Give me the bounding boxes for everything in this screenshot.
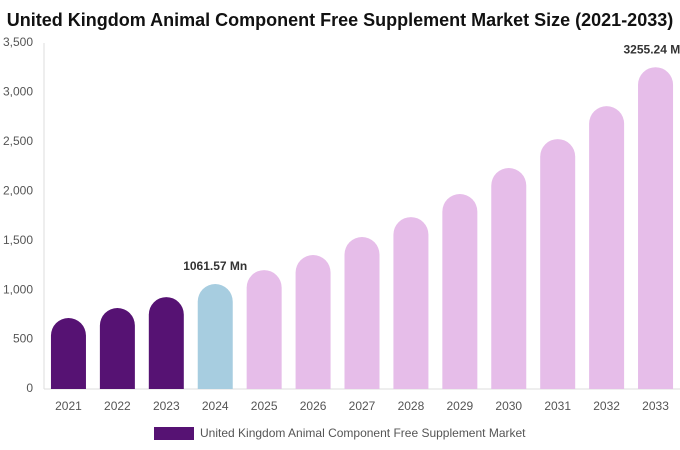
bar bbox=[589, 106, 625, 389]
bar bbox=[491, 168, 527, 389]
x-tick-label: 2021 bbox=[55, 399, 82, 413]
x-tick-label: 2025 bbox=[251, 399, 278, 413]
bar bbox=[442, 194, 478, 389]
legend-swatch bbox=[154, 427, 194, 440]
x-tick-label: 2024 bbox=[202, 399, 229, 413]
bar bbox=[344, 237, 380, 389]
y-tick-label: 2,500 bbox=[3, 134, 33, 148]
value-label: 1061.57 Mn bbox=[183, 259, 247, 273]
x-tick-label: 2026 bbox=[300, 399, 327, 413]
y-tick-label: 1,000 bbox=[3, 282, 33, 296]
x-tick-label: 2032 bbox=[593, 399, 620, 413]
legend-label: United Kingdom Animal Component Free Sup… bbox=[200, 426, 526, 440]
x-tick-label: 2022 bbox=[104, 399, 131, 413]
bar bbox=[50, 318, 86, 389]
x-tick-label: 2033 bbox=[642, 399, 669, 413]
chart-title: United Kingdom Animal Component Free Sup… bbox=[7, 10, 673, 30]
x-tick-label: 2030 bbox=[495, 399, 522, 413]
y-tick-label: 2,000 bbox=[3, 183, 33, 197]
x-tick-label: 2029 bbox=[446, 399, 473, 413]
x-tick-label: 2027 bbox=[349, 399, 376, 413]
y-tick-label: 500 bbox=[13, 332, 33, 346]
x-tick-label: 2023 bbox=[153, 399, 180, 413]
value-label: 3255.24 Mn bbox=[624, 42, 680, 56]
y-tick-label: 1,500 bbox=[3, 233, 33, 247]
y-tick-label: 3,500 bbox=[3, 35, 33, 49]
bar bbox=[99, 308, 135, 389]
bar bbox=[295, 255, 331, 389]
x-tick-label: 2028 bbox=[398, 399, 425, 413]
bar bbox=[148, 297, 184, 389]
y-tick-label: 0 bbox=[26, 381, 33, 395]
bar bbox=[540, 139, 576, 389]
x-tick-label: 2031 bbox=[544, 399, 571, 413]
bar bbox=[638, 67, 674, 389]
bar bbox=[393, 217, 429, 389]
y-tick-label: 3,000 bbox=[3, 85, 33, 99]
bar bbox=[197, 284, 233, 389]
bar bbox=[246, 270, 282, 389]
